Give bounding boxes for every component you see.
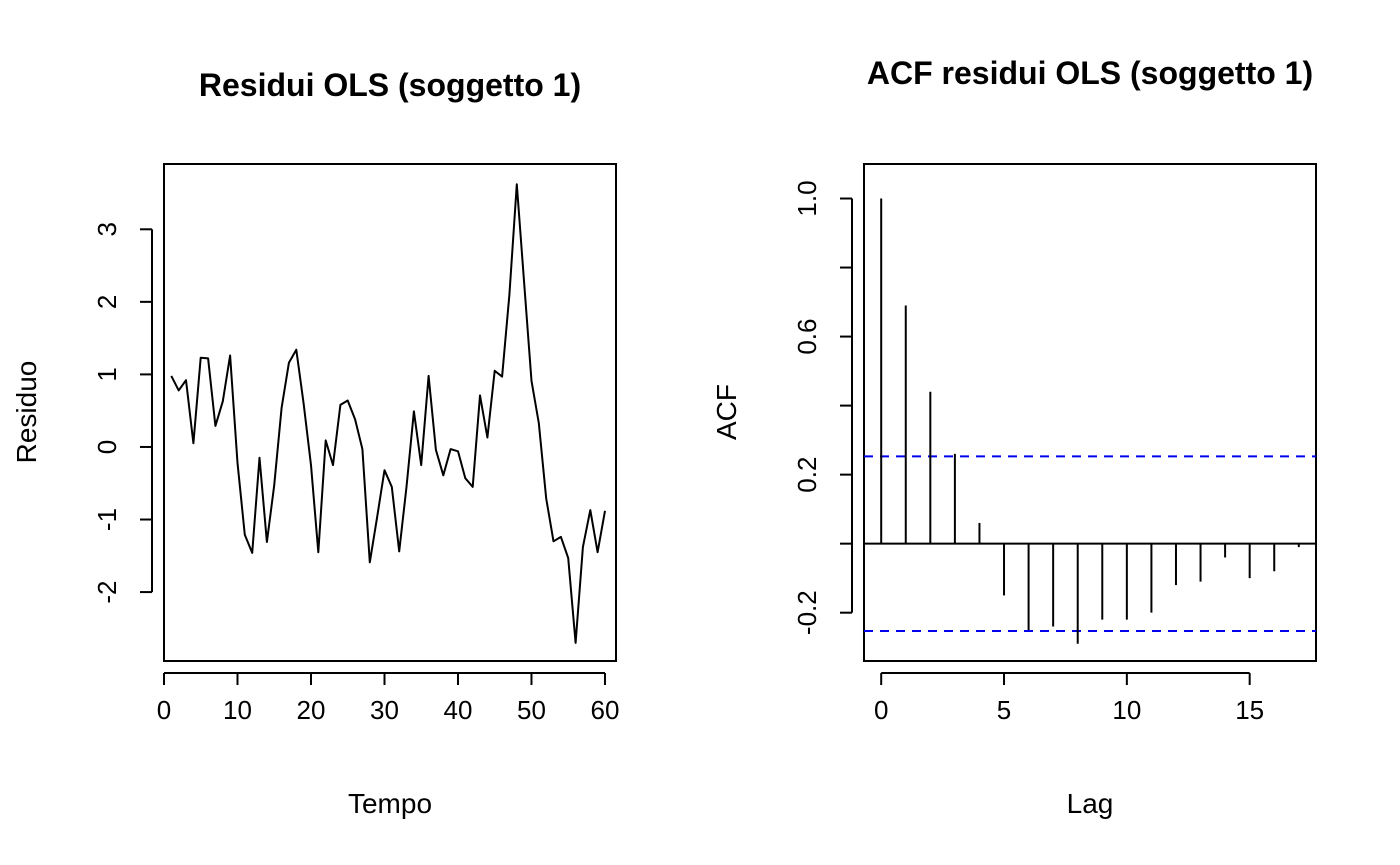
- residuals-panel: Residui OLS (soggetto 1) 0 10 20 30 40 50 60 -…: [11, 67, 619, 819]
- residuals-y-tick-label: 1: [92, 367, 122, 381]
- acf-x-tick-label: 5: [997, 695, 1011, 725]
- residuals-x-axis-label: Tempo: [348, 788, 432, 819]
- acf-y-tick-label: 0.2: [792, 457, 822, 493]
- acf-x-axis-label: Lag: [1067, 788, 1114, 819]
- acf-y-tick-label: 0.6: [792, 318, 822, 354]
- acf-panel: ACF residui OLS (soggetto 1) 0 5 10 15 -0.2…: [711, 55, 1317, 819]
- residuals-y-tick-label: -1: [92, 508, 122, 531]
- acf-y-tick-label: -0.2: [792, 590, 822, 635]
- residuals-x-tick-label: 50: [517, 695, 546, 725]
- residuals-x-tick-label: 10: [223, 695, 252, 725]
- acf-x-tick-label: 10: [1112, 695, 1141, 725]
- residuals-line: [170, 183, 606, 644]
- residuals-y-tick-label: -2: [92, 581, 122, 604]
- acf-marks: [864, 198, 1316, 644]
- acf-plot-frame: [863, 163, 1317, 662]
- acf-x-axis: 0 5 10 15: [874, 672, 1264, 725]
- residuals-x-axis: 0 10 20 30 40 50 60: [157, 672, 620, 725]
- residuals-x-tick-label: 0: [157, 695, 171, 725]
- residuals-x-tick-label: 30: [370, 695, 399, 725]
- residuals-x-tick-label: 20: [297, 695, 326, 725]
- acf-title: ACF residui OLS (soggetto 1): [867, 55, 1313, 91]
- residuals-plot-frame: [163, 163, 617, 662]
- residuals-x-tick-label: 60: [591, 695, 620, 725]
- residuals-x-tick-label: 40: [444, 695, 473, 725]
- acf-y-axis-label: ACF: [711, 384, 742, 440]
- acf-y-axis: -0.2 0.2 0.6 1.0: [792, 180, 853, 635]
- residuals-y-tick-label: 0: [92, 440, 122, 454]
- acf-x-tick-label: 15: [1235, 695, 1264, 725]
- residuals-title: Residui OLS (soggetto 1): [199, 67, 581, 103]
- acf-y-tick-label: 1.0: [792, 180, 822, 216]
- residuals-y-axis: -2 -1 0 1 2 3: [92, 222, 153, 604]
- residuals-y-axis-label: Residuo: [11, 361, 42, 464]
- residuals-y-tick-label: 2: [92, 295, 122, 309]
- acf-x-tick-label: 0: [874, 695, 888, 725]
- residuals-y-tick-label: 3: [92, 222, 122, 236]
